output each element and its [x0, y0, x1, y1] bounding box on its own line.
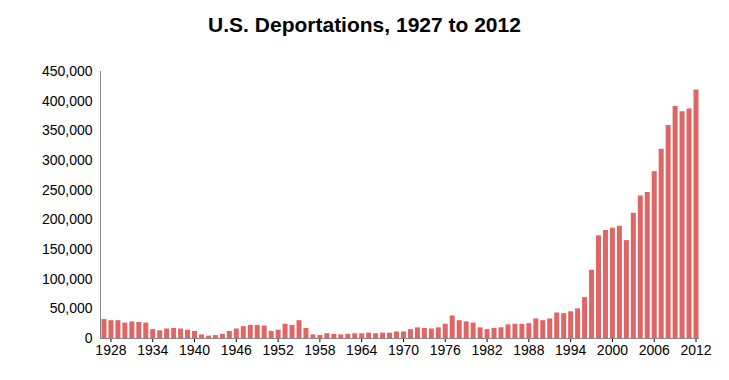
svg-text:2012: 2012	[680, 342, 711, 358]
svg-text:1952: 1952	[263, 342, 294, 358]
svg-text:1946: 1946	[221, 342, 252, 358]
svg-text:450,000: 450,000	[42, 63, 93, 79]
svg-text:0: 0	[85, 330, 93, 346]
svg-text:300,000: 300,000	[42, 152, 93, 168]
svg-text:150,000: 150,000	[42, 241, 93, 257]
svg-text:1964: 1964	[346, 342, 377, 358]
svg-text:2000: 2000	[597, 342, 628, 358]
svg-text:100,000: 100,000	[42, 271, 93, 287]
svg-text:1958: 1958	[304, 342, 335, 358]
svg-text:250,000: 250,000	[42, 182, 93, 198]
svg-text:400,000: 400,000	[42, 93, 93, 109]
svg-text:1988: 1988	[513, 342, 544, 358]
svg-text:1940: 1940	[179, 342, 210, 358]
svg-text:2006: 2006	[639, 342, 670, 358]
html-text:U.S. Deportations, 1927 to 201: U.S. Deportations, 1927 to 2012	[208, 13, 521, 36]
svg-text:1994: 1994	[555, 342, 586, 358]
svg-text:200,000: 200,000	[42, 211, 93, 227]
svg-text:50,000: 50,000	[50, 300, 93, 316]
svg-text:1982: 1982	[471, 342, 502, 358]
svg-text:1934: 1934	[137, 342, 168, 358]
svg-text:1970: 1970	[388, 342, 419, 358]
svg-text:350,000: 350,000	[42, 122, 93, 138]
svg-text:1928: 1928	[95, 342, 126, 358]
svg-text:1976: 1976	[430, 342, 461, 358]
